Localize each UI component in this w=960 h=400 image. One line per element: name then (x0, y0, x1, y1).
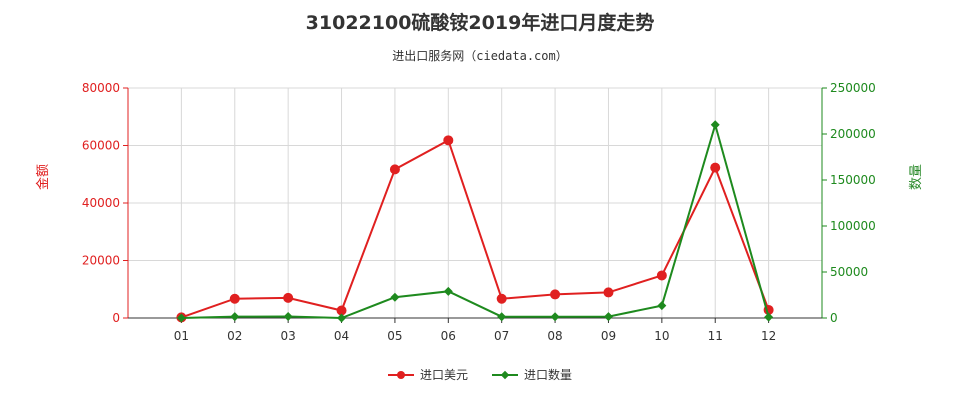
x-tick-label: 03 (281, 329, 296, 343)
y-right-tick-label: 150000 (830, 173, 876, 187)
y-right-tick-label: 0 (830, 311, 838, 325)
data-point-quantity (283, 312, 293, 322)
data-point-amount (710, 162, 721, 173)
legend-item-amount[interactable]: 进口美元 (387, 366, 468, 383)
y-right-tick-label: 100000 (830, 219, 876, 233)
data-point-quantity (230, 312, 240, 322)
x-tick-label: 01 (174, 329, 189, 343)
data-point-quantity (390, 292, 400, 302)
data-point-amount (603, 287, 614, 298)
x-tick-label: 08 (547, 329, 562, 343)
data-point-amount (443, 135, 454, 146)
y-left-tick-label: 80000 (82, 81, 120, 95)
y-left-tick-label: 20000 (82, 254, 120, 268)
y-right-tick-label: 50000 (830, 265, 868, 279)
data-point-quantity (550, 312, 560, 322)
legend-label-quantity: 进口数量 (524, 368, 573, 382)
data-point-amount (336, 305, 347, 316)
data-point-quantity (443, 286, 453, 296)
x-tick-label: 06 (441, 329, 456, 343)
data-point-amount (496, 293, 507, 304)
x-tick-label: 04 (334, 329, 349, 343)
legend: 进口美元 进口数量 (0, 366, 960, 383)
data-point-quantity (657, 301, 667, 311)
x-tick-label: 12 (761, 329, 776, 343)
x-tick-label: 05 (387, 329, 402, 343)
data-point-quantity (176, 313, 186, 323)
x-tick-label: 02 (227, 329, 242, 343)
y-axis-right-label: 数量 (909, 163, 924, 190)
y-right-tick-label: 200000 (830, 127, 876, 141)
data-point-amount (229, 293, 240, 304)
x-tick-label: 07 (494, 329, 509, 343)
data-point-amount (550, 289, 561, 300)
series-line-amount (181, 138, 770, 319)
data-point-quantity (710, 120, 720, 130)
data-point-quantity (764, 312, 774, 322)
data-point-amount (656, 270, 667, 281)
legend-label-amount: 进口美元 (419, 368, 468, 382)
chart-title: 31022100硫酸铵2019年进口月度走势 (305, 12, 655, 34)
data-point-quantity (603, 312, 613, 322)
data-point-quantity (337, 313, 347, 323)
x-tick-label: 10 (654, 329, 669, 343)
y-left-tick-label: 60000 (82, 139, 120, 153)
data-point-quantity (497, 312, 507, 322)
data-point-amount (389, 164, 400, 175)
y-left-tick-label: 40000 (82, 196, 120, 210)
series-line-quantity (181, 121, 770, 320)
x-tick-label: 11 (708, 329, 723, 343)
chart-subtitle: 进出口服务网（ciedata.com） (392, 49, 568, 63)
x-tick-label: 09 (601, 329, 616, 343)
legend-item-quantity[interactable]: 进口数量 (492, 366, 572, 383)
data-point-amount (283, 292, 294, 303)
y-right-tick-label: 250000 (830, 81, 876, 95)
y-axis-left-label: 金额 (36, 163, 51, 190)
y-left-tick-label: 0 (112, 311, 120, 325)
legend-swatch-quantity (492, 369, 518, 381)
legend-swatch-amount (387, 369, 414, 381)
